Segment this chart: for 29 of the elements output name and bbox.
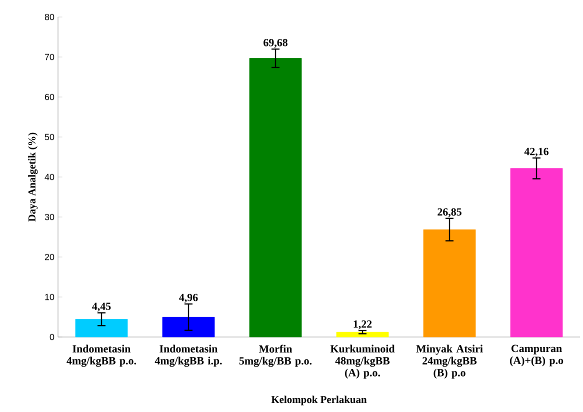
y-tick-label: 0: [50, 334, 54, 340]
data-label: 1,22: [354, 320, 372, 330]
x-tick-label: Minyak Atsiri 24mg/kgBB (B) p.o: [416, 344, 483, 379]
data-label: 4,45: [92, 302, 111, 312]
y-axis-title: Daya Analgetik (%): [28, 132, 38, 222]
bar: [423, 229, 476, 338]
bar: [162, 316, 215, 338]
bar: [75, 319, 128, 338]
y-tick-label: 20: [44, 254, 54, 260]
x-axis-title: Kelompok Perlakuan: [271, 396, 367, 406]
y-tick-label: 60: [44, 94, 54, 100]
y-tick-label: 70: [44, 54, 54, 60]
x-tick-label: Morfin 5mg/kg/BB p.o.: [239, 344, 312, 367]
data-label: 26,85: [438, 208, 462, 218]
x-tick-label: Indometasin 4mg/kgBB p.o.: [66, 344, 136, 367]
bar: [249, 58, 302, 338]
y-tick-label: 30: [44, 214, 54, 220]
x-tick-label: Kurkuminoid 48mg/kgBB (A) p.o.: [330, 344, 395, 379]
x-tick-label: Indometasin 4mg/kgBB i.p.: [154, 344, 222, 367]
bar: [510, 168, 563, 338]
y-tick-label: 10: [45, 294, 54, 300]
y-tick-label: 50: [44, 134, 54, 140]
bar: [336, 332, 389, 338]
y-tick-label: 40: [44, 174, 54, 180]
data-label: 4,96: [179, 294, 198, 303]
y-tick-label: 80: [44, 14, 54, 20]
data-label: 69,68: [264, 38, 288, 48]
x-tick-label: Campuran (A)+(B) p.o: [510, 344, 564, 366]
data-label: 42,16: [524, 148, 549, 157]
